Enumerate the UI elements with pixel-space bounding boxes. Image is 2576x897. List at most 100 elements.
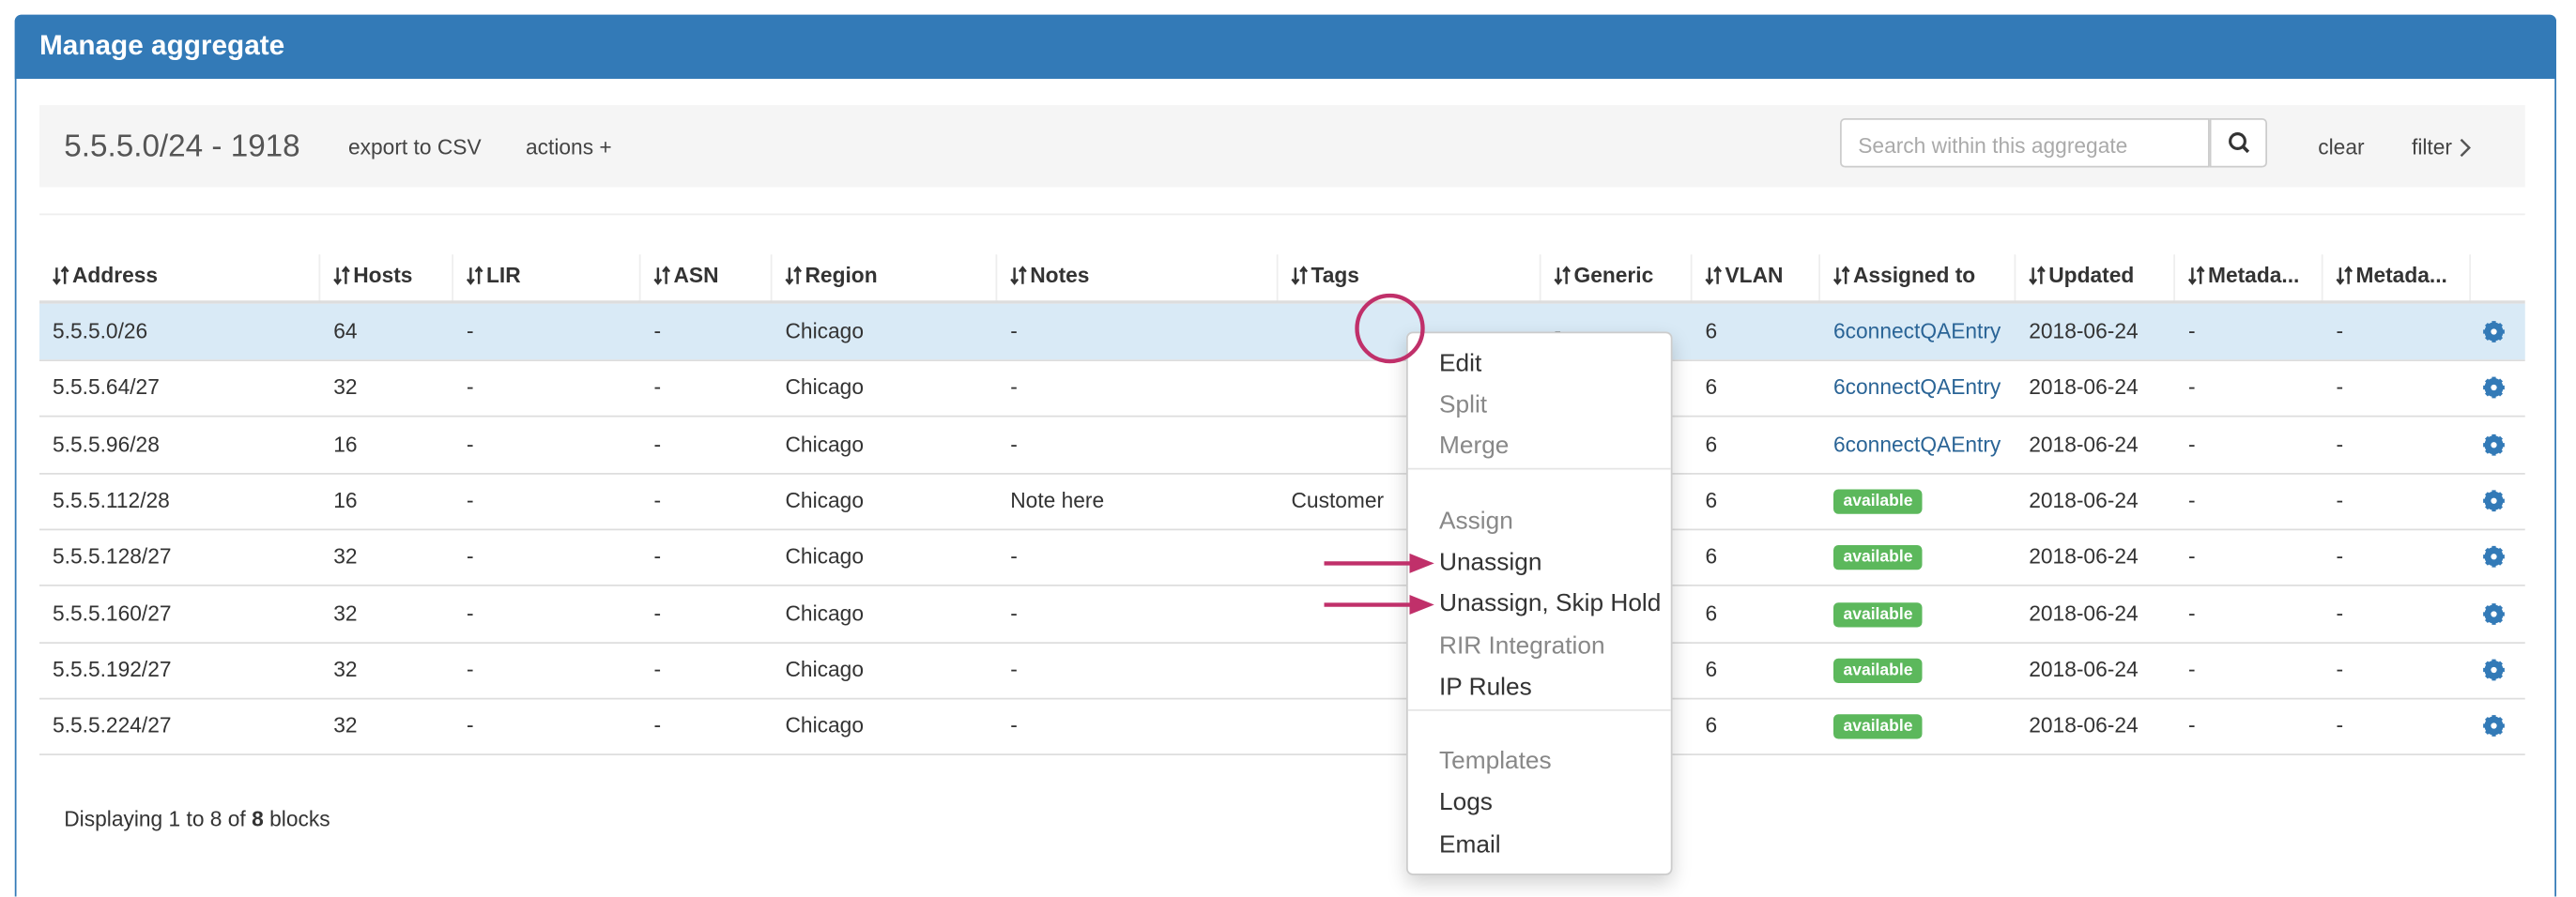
gear-icon	[2483, 602, 2505, 624]
menu-item[interactable]: Logs	[1439, 788, 1493, 817]
menu-item[interactable]: Email	[1439, 829, 1501, 859]
column-header[interactable]: Metada...	[2355, 263, 2447, 288]
row-actions-button[interactable]	[2482, 489, 2506, 512]
table-cell: -	[2188, 712, 2196, 737]
search-input[interactable]	[1840, 118, 2210, 168]
row-actions-button[interactable]	[2482, 714, 2506, 737]
column-header[interactable]: Assigned to	[1853, 263, 1976, 288]
sort-icon[interactable]	[53, 266, 69, 286]
row-actions-button[interactable]	[2482, 320, 2506, 343]
table-cell: -	[2188, 656, 2196, 681]
column-header[interactable]: Generic	[1573, 263, 1654, 288]
table-cell: -	[653, 712, 662, 737]
table-cell: 6	[1705, 543, 1718, 569]
table-cell: 6	[1705, 431, 1718, 456]
panel-header	[14, 14, 2556, 79]
menu-item: Split	[1439, 390, 1488, 419]
context-menu	[1406, 331, 1673, 875]
table-cell: 2018-06-24	[2029, 431, 2139, 456]
menu-item[interactable]: Unassign, Skip Hold	[1439, 589, 1662, 618]
sort-icon[interactable]	[2188, 266, 2205, 286]
column-separator	[770, 254, 773, 302]
column-header[interactable]: ASN	[673, 263, 719, 288]
row-actions-button[interactable]	[2482, 433, 2506, 456]
column-header[interactable]: LIR	[486, 263, 521, 288]
table-cell: -	[1555, 319, 1562, 343]
column-header[interactable]: Address	[72, 263, 159, 288]
column-header[interactable]: Tags	[1311, 263, 1359, 288]
table-cell: -	[2336, 600, 2344, 625]
table-cell: -	[2336, 543, 2344, 569]
row-actions-button[interactable]	[2482, 601, 2506, 625]
table-cell: -	[1010, 318, 1018, 343]
table-cell: -	[1010, 656, 1018, 681]
divider	[39, 213, 2525, 216]
export-link[interactable]: export to CSV	[348, 134, 482, 160]
footer-suffix: blocks	[269, 806, 330, 831]
column-separator	[1690, 254, 1693, 302]
sort-icon[interactable]	[333, 266, 350, 286]
sort-icon[interactable]	[2029, 266, 2046, 286]
column-header[interactable]: Region	[805, 263, 878, 288]
table-cell: 32	[333, 712, 358, 737]
sort-icon[interactable]	[1291, 266, 1309, 286]
assignee-link[interactable]: 6connectQAEntry	[1833, 318, 2001, 343]
sort-icon[interactable]	[1833, 266, 1850, 286]
table-cell: 5.5.5.224/27	[53, 712, 172, 737]
assignee-link[interactable]: 6connectQAEntry	[1833, 374, 2001, 400]
column-header[interactable]: Notes	[1030, 263, 1090, 288]
table-cell: -	[2188, 600, 2196, 625]
menu-item[interactable]: Unassign	[1439, 548, 1542, 577]
table-cell: 2018-06-24	[2029, 600, 2139, 625]
table-cell: Chicago	[785, 600, 864, 625]
table-cell: -	[2336, 431, 2344, 456]
table-cell: -	[1010, 431, 1018, 456]
table-cell: -	[467, 487, 474, 512]
table-cell: 2018-06-24	[2029, 374, 2139, 400]
clear-link[interactable]: clear	[2318, 134, 2365, 160]
column-separator	[452, 254, 453, 302]
chevron-icon	[2460, 138, 2471, 158]
row-rule	[39, 753, 2525, 756]
table-cell: -	[2336, 318, 2344, 343]
sort-icon[interactable]	[2336, 266, 2354, 286]
row-rule	[39, 641, 2525, 644]
sort-icon[interactable]	[653, 266, 671, 286]
menu-item[interactable]: IP Rules	[1439, 672, 1532, 701]
menu-item[interactable]: Edit	[1439, 349, 1482, 378]
table-cell: Chicago	[785, 487, 864, 512]
range-label: 5.5.5.0/24 - 1918	[64, 129, 300, 164]
status-badge: available	[1833, 601, 1923, 627]
row-rule	[39, 359, 2525, 361]
assignee-link[interactable]: 6connectQAEntry	[1833, 431, 2001, 456]
row-actions-button[interactable]	[2482, 376, 2506, 400]
gear-icon	[2483, 321, 2505, 342]
table-cell: -	[467, 712, 474, 737]
sort-icon[interactable]	[785, 266, 803, 286]
sort-icon[interactable]	[1705, 266, 1723, 286]
row-actions-button[interactable]	[2482, 658, 2506, 681]
row-actions-button[interactable]	[2482, 545, 2506, 569]
column-separator	[1818, 254, 1820, 302]
column-header[interactable]: Hosts	[353, 263, 413, 288]
footer-prefix: Displaying 1 to 8 of	[64, 806, 246, 831]
table-cell: 5.5.5.64/27	[53, 374, 160, 400]
actions-menu[interactable]: actions +	[526, 134, 612, 160]
table-cell: -	[653, 374, 662, 400]
column-header[interactable]: Updated	[2048, 263, 2135, 288]
table-cell: 32	[333, 543, 358, 569]
column-header[interactable]: VLAN	[1725, 263, 1784, 288]
gear-icon	[2483, 546, 2505, 568]
column-separator	[638, 254, 641, 302]
column-separator	[318, 254, 321, 302]
sort-icon[interactable]	[1010, 266, 1027, 286]
table-cell: 6	[1705, 374, 1718, 400]
filter-link[interactable]: filter	[2412, 134, 2452, 160]
search-button[interactable]	[2209, 118, 2267, 168]
table-cell: -	[2188, 431, 2196, 456]
table-cell: 6	[1705, 600, 1718, 625]
table-cell: Chicago	[785, 374, 864, 400]
column-header[interactable]: Metada...	[2208, 263, 2300, 288]
sort-icon[interactable]	[467, 266, 483, 286]
sort-icon[interactable]	[1554, 266, 1572, 286]
